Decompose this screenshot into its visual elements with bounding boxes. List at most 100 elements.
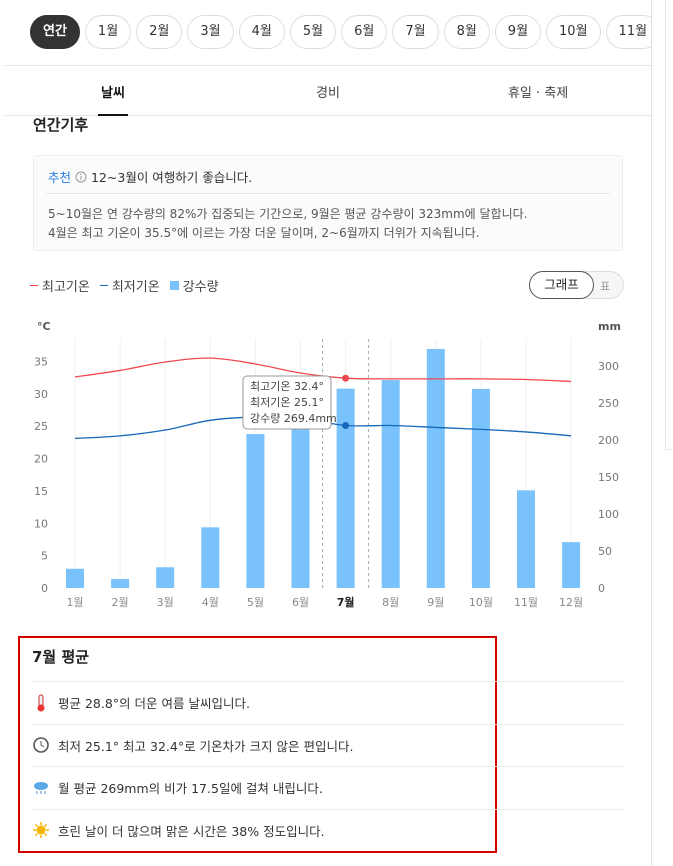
- bar: [66, 568, 84, 588]
- summary-item: 월 평균 269mm의 비가 17.5일에 걸쳐 내립니다.: [32, 778, 624, 797]
- legend-item: 강수량: [169, 276, 219, 295]
- y-tick-label: 25: [34, 420, 48, 433]
- item-text: 최저 25.1° 최고 32.4°로 기온차가 크지 않은 편입니다.: [58, 738, 354, 754]
- item-text: 평균 28.8°의 더운 여름 날씨입니다.: [58, 696, 250, 711]
- month-tab[interactable]: 11월: [605, 15, 651, 49]
- rec-badge: 추천: [48, 170, 72, 185]
- legend-label: 강수량: [182, 280, 219, 295]
- x-tick-label: 4월: [202, 596, 219, 609]
- month-tab[interactable]: 7월: [392, 15, 439, 49]
- bar: [246, 434, 265, 588]
- y-tick-label: 30: [34, 388, 48, 401]
- month-tab[interactable]: 2월: [136, 15, 183, 49]
- toggle-table[interactable]: 표: [600, 280, 611, 293]
- month-tabs: 연간1월2월3월4월5월6월7월8월9월10월11월12월: [30, 15, 651, 51]
- nav-tab[interactable]: 휴일 · 축제: [508, 86, 569, 101]
- y-tick-label: 5: [41, 550, 48, 563]
- y-unit: °C: [37, 320, 51, 333]
- icon: [33, 737, 49, 753]
- x-tick-label: 12월: [559, 596, 583, 609]
- bar: [381, 380, 400, 588]
- bar: [156, 567, 175, 588]
- month-tab[interactable]: 4월: [238, 15, 285, 49]
- bar: [291, 420, 310, 588]
- divider: [32, 723, 624, 725]
- x-tick-label: 3월: [157, 596, 174, 609]
- y2-tick-label: 0: [598, 582, 605, 595]
- y2-tick-label: 300: [598, 360, 619, 373]
- tooltip: [242, 375, 332, 430]
- summary-box: 7월 평균 평균 28.8°의 더운 여름 날씨입니다. 최저 25.1° 최고 …: [18, 636, 624, 853]
- y-tick-label: 10: [34, 517, 48, 530]
- month-tab[interactable]: 1월: [84, 15, 132, 49]
- toggle-graph[interactable]: 그래프: [529, 271, 594, 299]
- y-tick-label: 20: [34, 453, 48, 466]
- legend-key: [169, 281, 179, 290]
- legend-key: [30, 284, 38, 287]
- bar: [562, 542, 581, 588]
- nav: 날씨 경비 휴일 · 축제: [5, 65, 651, 116]
- bar: [471, 388, 490, 588]
- divider: [32, 766, 624, 767]
- month-tab[interactable]: 6월: [341, 15, 388, 49]
- item-icon: [32, 736, 50, 754]
- bar: [517, 490, 535, 588]
- month-tab[interactable]: 10월: [546, 15, 601, 49]
- highlight-point: [342, 374, 350, 382]
- summary-item: 흐린 날이 더 많으며 맑은 시간은 38% 정도입니다.: [32, 821, 624, 840]
- rec-line: 5~10월은 연 강수량의 82%가 집중되는 기간으로, 9월은 평균 강수량…: [48, 207, 528, 221]
- view-toggle: 그래프 표: [529, 271, 624, 299]
- nav-underline: [98, 114, 128, 116]
- y2-tick-label: 100: [598, 508, 619, 521]
- legend-item: 최고기온: [30, 276, 90, 295]
- chart: °C mm 0 5 10 15 20 25 30 35 0 50 100 150 200 250 300 1월 2월…: [34, 320, 621, 609]
- y2-tick-label: 250: [598, 397, 619, 410]
- recommendation-box: 추천 12~3월이 여행하기 좋습니다. 5~10월은 연 강수량의 82%가 …: [33, 155, 623, 251]
- legend-item: 최저기온: [99, 276, 160, 295]
- summary-item: 최저 25.1° 최고 32.4°로 기온차가 크지 않은 편입니다.: [32, 736, 624, 755]
- side-panel: [665, 0, 673, 450]
- legend-label: 최저기온: [111, 280, 160, 295]
- y2-tick-label: 200: [598, 434, 619, 447]
- info-icon[interactable]: [75, 171, 87, 183]
- x-tick-label: 10월: [469, 596, 493, 609]
- month-tab[interactable]: 9월: [494, 15, 542, 49]
- item-text: 흐린 날이 더 많으며 맑은 시간은 38% 정도입니다.: [58, 823, 325, 839]
- bar: [111, 579, 130, 588]
- icon: [33, 822, 49, 838]
- nav-tab[interactable]: 경비: [316, 86, 340, 101]
- frame-border: [651, 0, 652, 866]
- highlight-point: [342, 421, 350, 429]
- y2-tick-label: 150: [598, 471, 619, 484]
- legend: 최고기온 최저기온 강수량: [30, 276, 219, 295]
- x-tick-label: 8월: [382, 596, 399, 609]
- divider: [46, 193, 610, 194]
- month-tab[interactable]: 8월: [443, 15, 490, 49]
- x-tick-label: 11월: [514, 596, 538, 609]
- bar: [426, 348, 445, 588]
- month-tab[interactable]: 연간: [30, 15, 80, 49]
- rec-line: 4월은 최고 기온이 35.5°에 이르는 가장 더운 달이며, 2~6월까지 …: [48, 226, 480, 240]
- bar: [201, 527, 220, 588]
- x-tick-label: 2월: [112, 596, 129, 609]
- y-tick-label: 15: [34, 485, 48, 498]
- y2-unit: mm: [598, 320, 621, 333]
- nav-label: 휴일: [508, 86, 532, 101]
- x-tick-label: 5월: [247, 596, 264, 609]
- month-tab[interactable]: 5월: [289, 15, 337, 49]
- x-tick-label: 7월: [337, 595, 355, 609]
- item-icon: [32, 694, 50, 712]
- summary-title: 7월 평균: [32, 648, 90, 666]
- y-tick-label: 35: [34, 355, 48, 368]
- rec-text: 12~3월이 여행하기 좋습니다.: [90, 170, 253, 185]
- tooltip-line: 최고기온 32.4°: [250, 380, 324, 393]
- section-title: 연간기후: [33, 116, 89, 134]
- item-icon: [32, 821, 50, 839]
- divider: [32, 808, 624, 810]
- x-tick-label: 1월: [66, 596, 83, 609]
- month-tab[interactable]: 3월: [187, 15, 234, 49]
- nav-tab[interactable]: 날씨: [101, 86, 125, 101]
- tooltip-line: 강수량 269.4mm: [250, 412, 337, 425]
- y-tick-label: 0: [41, 582, 48, 595]
